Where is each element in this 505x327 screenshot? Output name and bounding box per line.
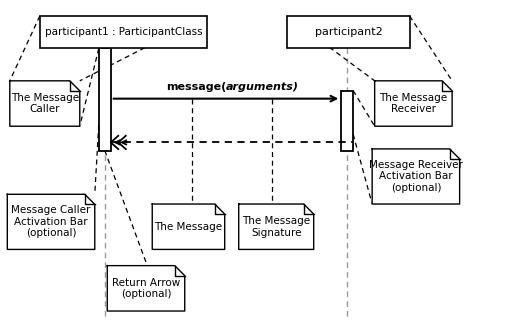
Polygon shape: [107, 266, 184, 311]
Text: Message Caller
Activation Bar
(optional): Message Caller Activation Bar (optional): [11, 205, 90, 238]
Text: Message Receiver
Activation Bar
(optional): Message Receiver Activation Bar (optiona…: [368, 160, 462, 193]
Text: arguments): arguments): [226, 81, 298, 92]
Text: The Message
Caller: The Message Caller: [11, 93, 79, 114]
Text: The Message: The Message: [154, 222, 222, 232]
Polygon shape: [374, 81, 451, 126]
Polygon shape: [152, 204, 224, 250]
Text: Return Arrow
(optional): Return Arrow (optional): [112, 278, 180, 299]
Bar: [98, 48, 111, 150]
Text: message(: message(: [166, 81, 226, 92]
Text: participant2: participant2: [314, 27, 382, 37]
Text: The Message
Receiver: The Message Receiver: [379, 93, 446, 114]
Bar: [287, 16, 409, 48]
Polygon shape: [10, 81, 80, 126]
Text: participant1 : ParticipantClass: participant1 : ParticipantClass: [44, 27, 202, 37]
Polygon shape: [238, 204, 313, 250]
Polygon shape: [371, 149, 459, 204]
Polygon shape: [7, 194, 94, 250]
Bar: [340, 91, 352, 150]
Text: The Message
Signature: The Message Signature: [242, 216, 310, 237]
Bar: [40, 16, 207, 48]
